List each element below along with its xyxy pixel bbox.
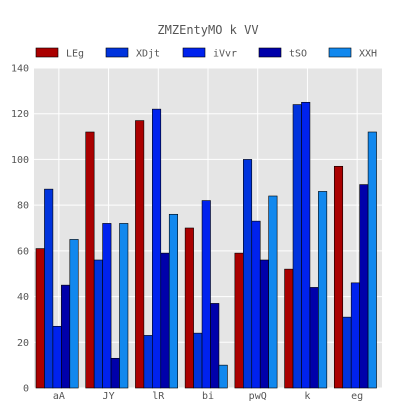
bar-iVvr-bi	[201, 200, 211, 389]
legend: LEg XDjt iVvr tSO XXH	[35, 47, 377, 60]
bar-LEg-bi	[184, 227, 194, 389]
chart-title: ZMZEntyMO k VV	[157, 23, 258, 37]
y-tick-label: 120	[11, 109, 29, 120]
y-tick-label: 80	[17, 201, 29, 212]
x-tick-label: pwQ	[249, 391, 267, 402]
legend-label-LEg: LEg	[66, 49, 84, 60]
x-tick-label: JY	[103, 391, 115, 402]
bar-XXH-eg	[367, 131, 377, 389]
bar-iVvr-aA	[52, 325, 62, 389]
bar-tSO-bi	[210, 303, 220, 389]
legend-swatch-XDjt	[105, 47, 129, 58]
bar-iVvr-JY	[102, 223, 112, 389]
bar-XXH-aA	[69, 239, 79, 389]
bar-XDjt-eg	[342, 316, 352, 389]
bar-XDjt-aA	[44, 188, 54, 389]
x-tick-label: lR	[152, 391, 165, 402]
bar-iVvr-k	[301, 101, 311, 389]
legend-swatch-XXH	[328, 47, 352, 58]
y-axis: 0 20 40 60 80 100 120 140	[11, 64, 29, 395]
legend-label-iVvr: iVvr	[213, 49, 237, 60]
x-tick-label: aA	[53, 391, 65, 402]
bar-XDjt-pwQ	[243, 159, 253, 389]
y-tick-label: 0	[23, 384, 29, 395]
legend-label-tSO: tSO	[289, 49, 307, 60]
bar-XDjt-JY	[93, 259, 103, 389]
bar-XDjt-bi	[193, 332, 203, 389]
y-tick-label: 100	[11, 155, 29, 166]
bar-tSO-lR	[160, 252, 170, 389]
bar-LEg-JY	[85, 131, 95, 389]
bar-iVvr-pwQ	[251, 220, 261, 389]
legend-swatch-iVvr	[182, 47, 206, 58]
legend-swatch-tSO	[258, 47, 282, 58]
x-tick-label: k	[304, 391, 310, 402]
bars	[35, 101, 377, 389]
bar-tSO-k	[309, 287, 319, 389]
bar-XXH-pwQ	[268, 195, 278, 389]
y-tick-label: 20	[17, 338, 29, 349]
bar-LEg-lR	[135, 120, 145, 389]
y-tick-label: 140	[11, 64, 29, 75]
bar-tSO-aA	[61, 284, 71, 389]
bar-LEg-k	[284, 268, 294, 389]
bar-tSO-pwQ	[259, 259, 269, 389]
bar-LEg-pwQ	[234, 252, 244, 389]
bar-XXH-JY	[119, 223, 129, 389]
legend-label-XDjt: XDjt	[136, 49, 160, 60]
x-axis: aA JY lR bi pwQ k eg	[53, 391, 363, 402]
y-tick-label: 40	[17, 292, 29, 303]
bar-LEg-aA	[35, 248, 45, 389]
bar-XXH-bi	[218, 364, 228, 389]
bar-iVvr-eg	[350, 282, 360, 389]
legend-swatch-LEg	[35, 47, 59, 58]
y-tick-label: 60	[17, 246, 29, 257]
bar-tSO-eg	[359, 184, 369, 389]
bar-LEg-eg	[333, 165, 344, 389]
bar-iVvr-lR	[152, 108, 162, 389]
legend-label-XXH: XXH	[359, 49, 377, 60]
x-tick-label: bi	[202, 391, 214, 402]
x-tick-label: eg	[351, 391, 363, 402]
bar-XXH-k	[318, 191, 328, 389]
bar-tSO-JY	[110, 357, 120, 389]
bar-XDjt-lR	[143, 335, 153, 389]
bar-XDjt-k	[292, 104, 302, 389]
bar-XXH-lR	[168, 213, 178, 389]
